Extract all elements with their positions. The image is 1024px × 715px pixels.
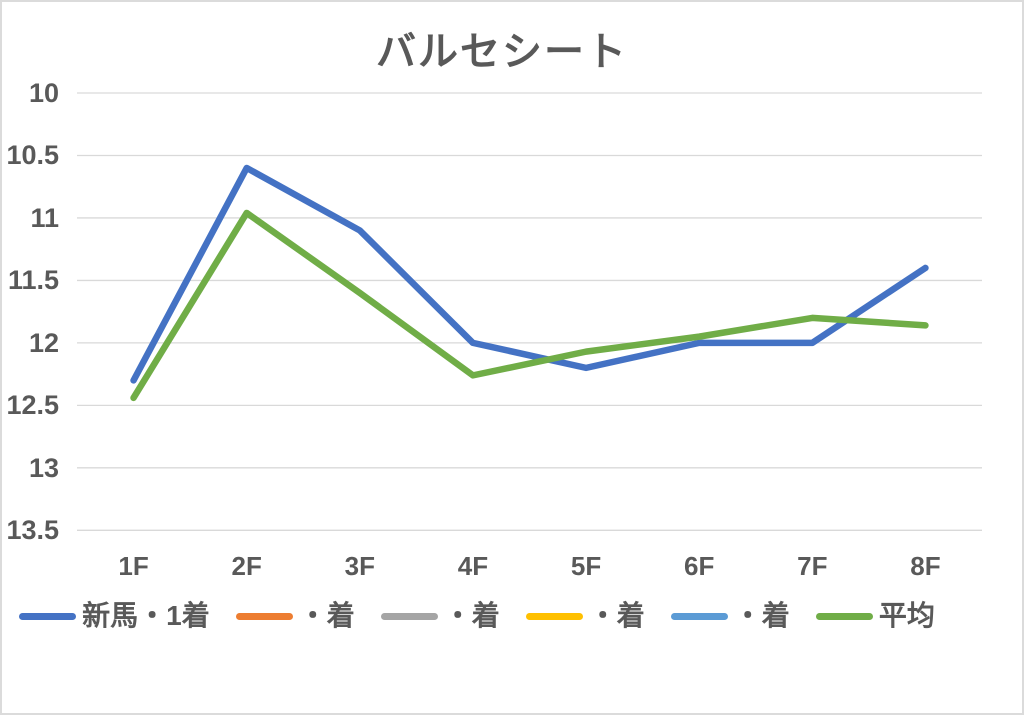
x-tick-label: 1F <box>118 551 149 581</box>
legend-label-blank-4: ・着 <box>588 600 645 631</box>
legend: 新馬・1着 ・着 ・着 ・着 ・着 平均 <box>2 596 952 636</box>
x-tick-label: 6F <box>684 551 715 581</box>
legend-label-blank-5: ・着 <box>733 600 790 631</box>
y-tick-label: 11 <box>30 202 59 233</box>
legend-swatch-blank-2 <box>235 612 293 620</box>
chart-title: バルセシート <box>376 30 628 74</box>
x-tick-label: 2F <box>231 551 262 581</box>
x-tick-label: 8F <box>910 551 941 581</box>
legend-item-average: 平均 <box>815 597 935 635</box>
legend-item-blank-2: ・着 <box>235 597 355 635</box>
series-line-debut-win <box>130 164 929 384</box>
legend-item-blank-4: ・着 <box>525 597 645 635</box>
legend-swatch-blank-3 <box>380 612 438 620</box>
x-tick-label: 3F <box>344 551 375 581</box>
legend-label-average: 平均 <box>878 600 935 631</box>
y-tick-label: 10.5 <box>6 140 59 171</box>
x-tick-label: 7F <box>797 551 828 581</box>
legend-swatch-blank-4 <box>525 612 583 620</box>
y-tick-label: 11.5 <box>7 265 59 296</box>
legend-item-blank-5: ・着 <box>670 597 790 635</box>
legend-label-blank-2: ・着 <box>298 600 355 631</box>
legend-swatch-blank-5 <box>670 612 728 620</box>
legend-item-debut-win: 新馬・1着 <box>19 597 210 635</box>
y-tick-label: 12 <box>28 327 59 358</box>
x-tick-label: 5F <box>570 551 602 581</box>
legend-swatch-average <box>815 612 873 620</box>
series-line-average <box>130 209 929 402</box>
legend-label-debut-win: 新馬・1着 <box>82 600 210 631</box>
legend-swatch-debut-win <box>19 612 77 620</box>
legend-item-blank-3: ・着 <box>380 597 500 635</box>
y-tick-label: 12.5 <box>6 390 59 421</box>
x-tick-label: 4F <box>457 551 489 581</box>
y-tick-label: 10 <box>28 78 59 108</box>
legend-label-blank-3: ・着 <box>443 600 500 631</box>
y-tick-label: 13.5 <box>6 515 59 546</box>
y-tick-label: 13 <box>28 452 59 483</box>
